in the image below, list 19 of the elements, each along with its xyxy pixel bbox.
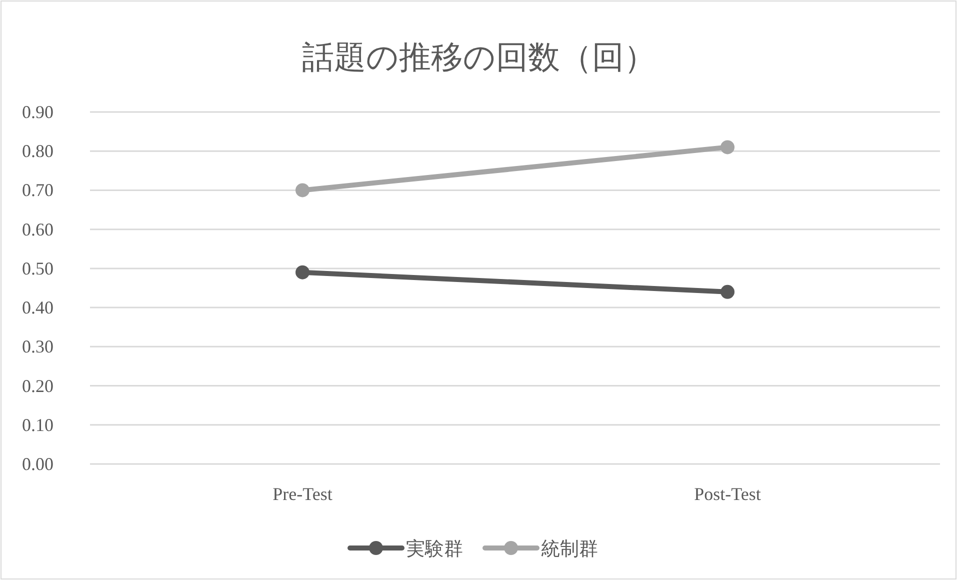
legend-label: 実験群 [406, 538, 463, 560]
point [296, 265, 310, 280]
y-tick-label: 0.30 [22, 336, 54, 357]
y-tick-label: 0.50 [22, 258, 54, 278]
y-tick-label: 0.90 [22, 102, 54, 122]
y-tick-label: 0.20 [22, 376, 54, 396]
chart-title: 話題の推移の回数（回） [302, 39, 656, 75]
y-tick-label: 0.70 [22, 180, 54, 200]
y-tick-label: 0.60 [22, 219, 54, 240]
point [720, 140, 734, 154]
x-tick-label: Pre-Test [272, 484, 332, 504]
y-tick-label: 0.00 [22, 454, 54, 474]
point [720, 284, 734, 299]
point [296, 183, 310, 198]
y-tick-label: 0.80 [22, 141, 54, 162]
legend-label: 統制群 [541, 538, 598, 560]
y-tick-label: 0.40 [22, 298, 54, 318]
y-tick-label: 0.10 [22, 414, 54, 435]
x-tick-label: Post-Test [694, 484, 761, 504]
